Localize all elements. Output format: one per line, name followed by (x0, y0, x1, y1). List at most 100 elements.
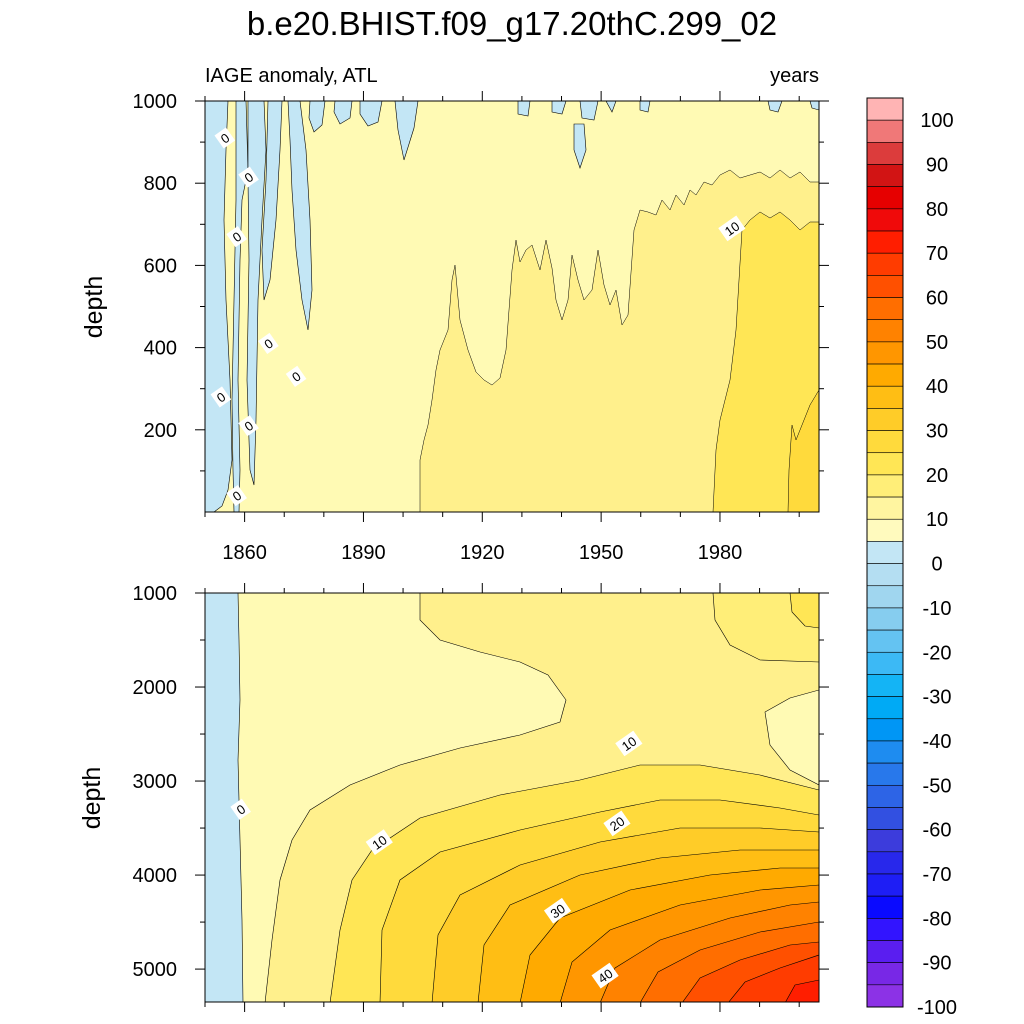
colorbar-box (866, 230, 904, 254)
lower-contour-label: 10 (615, 730, 643, 757)
colorbar-box (866, 541, 904, 564)
lower-contour-label: 0 (230, 798, 251, 820)
colorbar-box (866, 784, 904, 808)
lower-fill-band-3 (789, 593, 819, 629)
upper-x-tick-label: 1890 (341, 542, 386, 564)
negative-region-patch-10 (639, 101, 651, 113)
colorbar-label: 10 (926, 509, 948, 531)
upper-contour-label: 0 (238, 415, 259, 437)
upper-contour-label-box (226, 484, 248, 507)
lower-contour-fill (205, 593, 819, 1002)
colorbar-label: 20 (926, 465, 948, 487)
upper-contour-label-box (238, 415, 259, 437)
upper-contour-label-box (285, 365, 307, 387)
upper-fill-negative (205, 101, 819, 512)
figure-title: b.e20.BHIST.f09_g17.20thC.299_02 (247, 5, 777, 42)
colorbar-box (866, 385, 904, 409)
colorbar-label: 80 (926, 199, 948, 221)
negative-region-column-2 (246, 101, 267, 486)
negative-region-patch-6 (551, 101, 567, 115)
upper-contour-label-box (226, 226, 248, 248)
upper-contour-label-box (718, 215, 746, 242)
upper-contour-label-text: 10 (722, 219, 742, 240)
colorbar-box (866, 918, 904, 941)
colorbar-label: 0 (931, 554, 942, 576)
colorbar-box (866, 873, 904, 897)
negative-region-column-3 (261, 101, 283, 301)
colorbar-label: 70 (926, 243, 948, 265)
colorbar-box (866, 807, 904, 830)
colorbar-label: 30 (926, 421, 948, 443)
upper-x-tick-label: 1950 (579, 542, 624, 564)
upper-y-tick-label: 600 (144, 255, 177, 277)
upper-fill-15-20 (787, 389, 819, 512)
upper-contour-label: 0 (210, 386, 232, 408)
negative-region-patch-8 (579, 101, 599, 121)
upper-x-tick-label: 1920 (460, 542, 505, 564)
lower-contour-label: 30 (543, 897, 572, 924)
colorbar-box (866, 696, 904, 720)
lower-plot-frame (204, 592, 820, 1003)
colorbar-box (866, 940, 904, 963)
colorbar-box (866, 718, 904, 742)
upper-contour-label-box (210, 386, 232, 408)
upper-contour-label-box (258, 332, 279, 355)
lower-contour-label-box (615, 730, 643, 757)
colorbar-box (866, 275, 904, 298)
lower-contour-label: 40 (591, 962, 619, 989)
colorbar-box (866, 119, 904, 143)
upper-contour-label: 0 (226, 484, 248, 507)
colorbar-box (866, 651, 904, 675)
colorbar-box (866, 984, 904, 1008)
lower-panel: 1000 2000 3000 4000 5000 10 0 10 20 30 40 depth (78, 583, 829, 1012)
negative-region-patch-7 (573, 123, 587, 169)
colorbar-box (866, 740, 904, 764)
negative-region-patch-11 (767, 101, 783, 113)
lower-contour-label-text: 10 (369, 832, 389, 853)
upper-contour-fill (205, 101, 819, 512)
lower-y-tick-label: 1000 (133, 583, 178, 605)
colorbar-box (866, 962, 904, 986)
lower-y-tick-label: 3000 (133, 771, 178, 793)
colorbar-label: -40 (923, 731, 952, 753)
colorbar-label: -60 (923, 820, 952, 842)
lower-contour-label-box (591, 962, 619, 989)
lower-contour-label-box (543, 897, 572, 924)
colorbar-box (866, 474, 904, 498)
upper-y-tick-label: 1000 (133, 91, 178, 113)
lower-y-tick-label: 5000 (133, 959, 178, 981)
upper-contour-label: 0 (226, 226, 248, 248)
negative-region-patch-4 (394, 101, 419, 161)
colorbar-box (866, 186, 904, 210)
colorbar-label: -100 (917, 997, 957, 1019)
colorbar-box (866, 762, 904, 786)
colorbar-box (866, 341, 904, 365)
upper-contour-label-box (214, 127, 236, 149)
colorbar-label: 90 (926, 155, 948, 177)
lower-contour-label-text: 10 (619, 734, 639, 755)
subtitle-variable: IAGE anomaly, ATL (205, 65, 378, 87)
upper-x-tick-label: 1980 (698, 542, 743, 564)
upper-x-tick-label: 1860 (222, 542, 267, 564)
lower-contour-label: 20 (603, 810, 631, 837)
colorbar-box (866, 430, 904, 454)
colorbar-box (866, 629, 904, 653)
upper-contour-label-box (238, 166, 259, 188)
lower-contour-label-text: 20 (607, 813, 627, 834)
lower-contour-label-box (603, 810, 631, 837)
colorbar-box (866, 518, 904, 542)
colorbar-label: 60 (926, 288, 948, 310)
colorbar-box (866, 363, 904, 387)
colorbar-label: 40 (926, 376, 948, 398)
colorbar-label: -20 (923, 642, 952, 664)
colorbar-label: -30 (923, 687, 952, 709)
negative-region-column-4 (287, 101, 313, 331)
negative-region-patch-12 (809, 101, 819, 111)
colorbar-box (866, 97, 904, 121)
negative-region-patch-5 (517, 101, 531, 117)
upper-y-axis-label: depth (80, 276, 108, 339)
lower-contour-labels: 10 0 10 20 30 40 (230, 730, 643, 989)
negative-region-patch-9 (605, 101, 617, 113)
colorbar-box (866, 142, 904, 165)
